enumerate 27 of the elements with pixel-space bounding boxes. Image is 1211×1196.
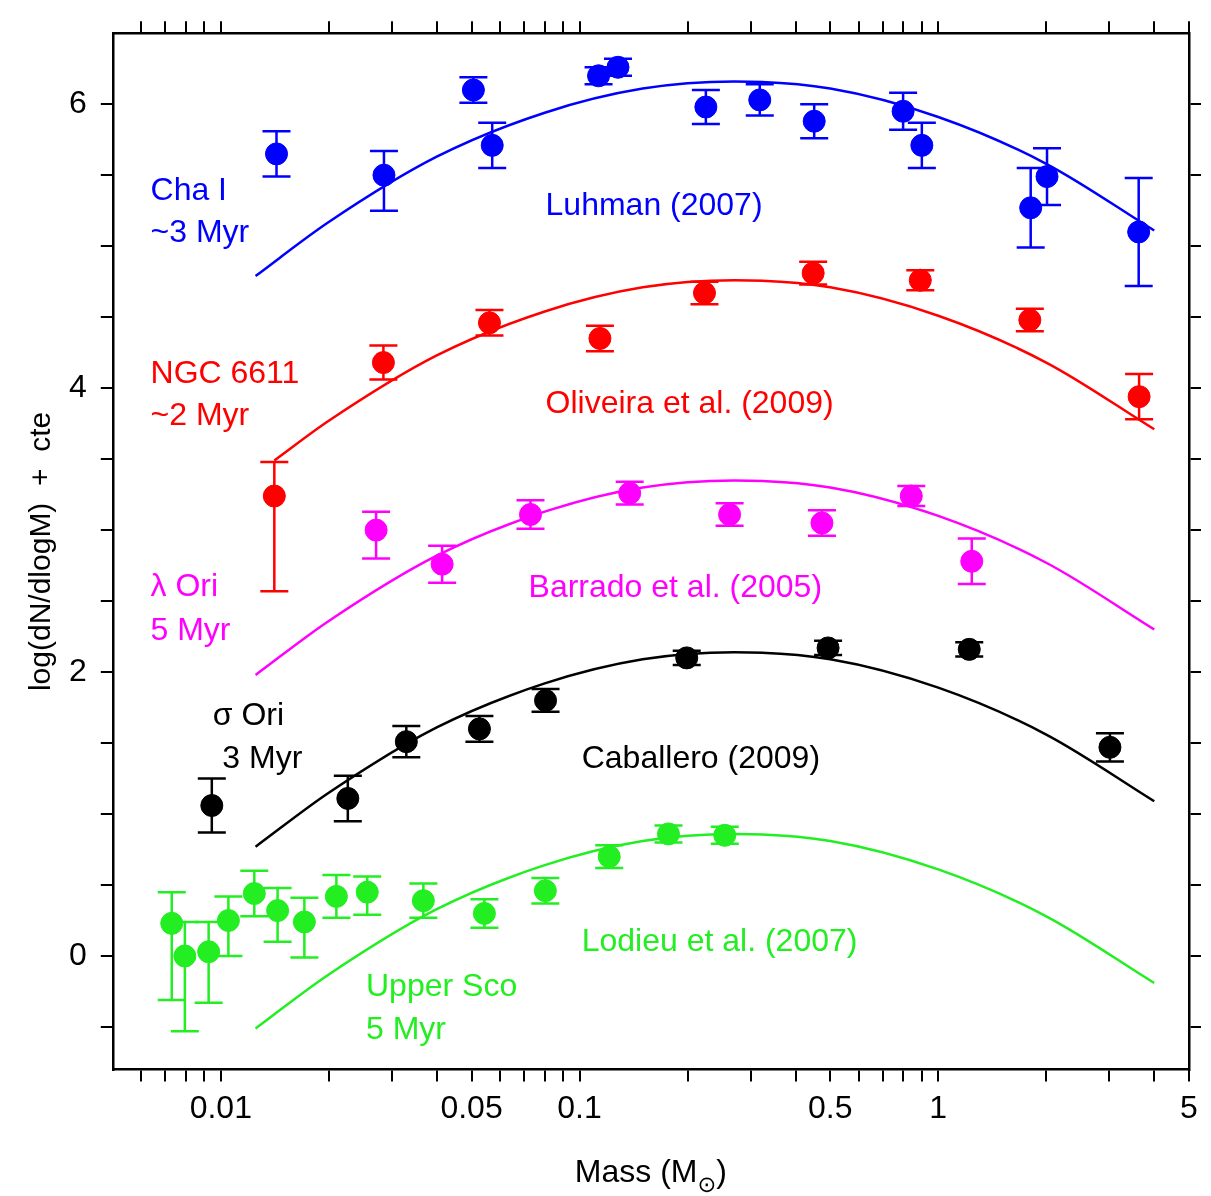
y-tick-label: 4	[69, 367, 87, 404]
annotation: Lodieu et al. (2007)	[581, 921, 858, 958]
y-axis-title: log(dN/dlogM) + cte	[23, 411, 56, 692]
annotation: ~2 Myr	[150, 396, 250, 433]
annotation: Barrado et al. (2005)	[528, 568, 823, 605]
x-tick-label: 0.1	[557, 1088, 602, 1125]
annotation: Upper Sco	[366, 967, 518, 1004]
x-tick-label: 5	[1180, 1088, 1198, 1125]
x-tick-label: 0.01	[189, 1088, 252, 1125]
y-tick-label: 0	[69, 935, 87, 972]
annotation: Oliveira et al. (2009)	[545, 383, 834, 420]
x-tick-label: 1	[929, 1088, 948, 1125]
annotation: 5 Myr	[150, 610, 231, 647]
annotation: Cha I	[150, 170, 228, 207]
annotation: 3 Myr	[222, 738, 303, 775]
annotation: 5 Myr	[366, 1009, 447, 1046]
annotation: ~3 Myr	[150, 213, 250, 250]
y-tick-label: 2	[69, 651, 87, 688]
annotation: Luhman (2007)	[545, 186, 763, 223]
x-axis-title: Mass (M⊙)	[574, 1153, 727, 1196]
x-tick-label: 0.05	[440, 1088, 503, 1125]
annotation: NGC 6611	[150, 353, 300, 390]
annotation: Caballero (2009)	[581, 738, 821, 775]
annotation: σ Ori	[212, 695, 285, 732]
x-tick-label: 0.5	[808, 1088, 853, 1125]
annotation: λ Ori	[150, 566, 219, 603]
y-tick-label: 6	[69, 84, 87, 121]
